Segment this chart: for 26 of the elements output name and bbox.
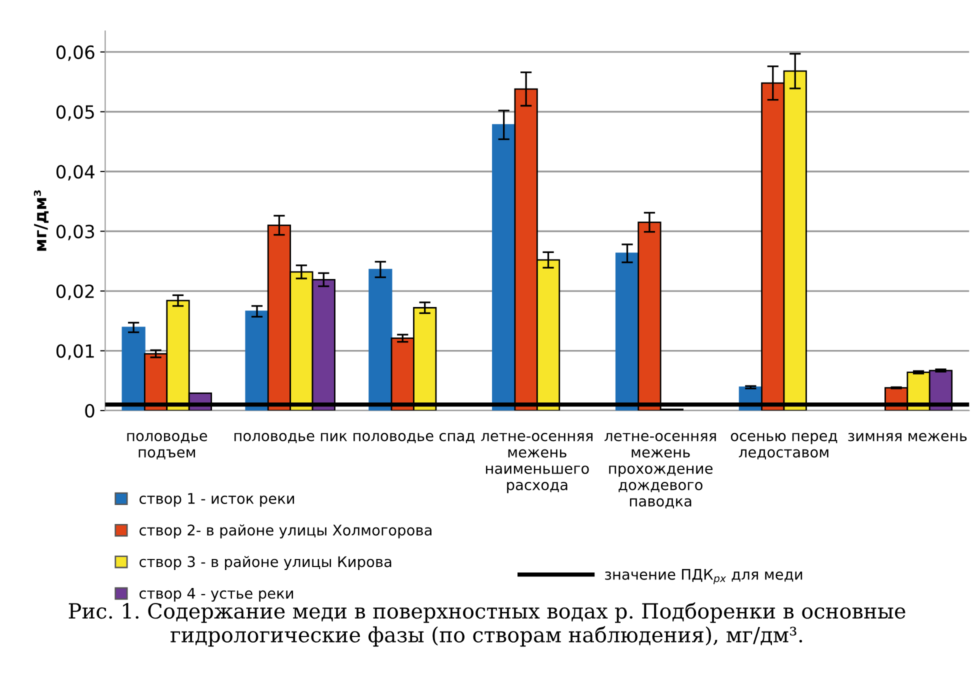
x-tick-label: летне-осенняя межень прохождение дождевого паводка xyxy=(604,432,716,508)
bar xyxy=(615,252,640,411)
x-tick-label: летне-осенняя межень наименьшего расхода xyxy=(481,432,592,494)
legend-label: створ 4 - устье реки xyxy=(140,588,293,602)
x-tick-label: осенью перед ледоставом xyxy=(730,432,838,460)
x-tick-label: зимняя межень xyxy=(848,432,967,442)
legend-label: створ 2- в районе улицы Холмогорова xyxy=(140,524,432,538)
y-tick-label: 0,02 xyxy=(56,284,94,300)
legend-label: значение ПДК$_{рх}$ для меди xyxy=(605,569,802,584)
legend-label: створ 3 - в районе улицы Кирова xyxy=(140,556,392,570)
text: Рис. 1. Содержание меди в поверхностных водах р. Подборенки в основные гидрологические фазы (по створам наблюдения), мг/дм³. xyxy=(68,602,906,647)
bar xyxy=(245,310,269,411)
legend-label: створ 1 - исток реки xyxy=(140,493,294,507)
y-tick-label: 0,05 xyxy=(56,105,94,121)
x-tick-label: половодье подъем xyxy=(127,432,208,460)
y-tick-label: 0,06 xyxy=(56,45,94,61)
y-tick-label: 0,04 xyxy=(56,164,94,180)
bar xyxy=(492,124,516,411)
bar xyxy=(368,268,392,411)
y-tick-label: 0,03 xyxy=(56,224,94,240)
bar xyxy=(122,326,146,411)
y-tick-label: 0 xyxy=(85,404,94,418)
y-tick-label: 0,01 xyxy=(56,344,94,360)
x-tick-label: половодье спад xyxy=(354,432,475,444)
x-tick-label: половодье пик xyxy=(234,432,347,444)
y-axis-title: мг/дм³ xyxy=(34,190,49,251)
